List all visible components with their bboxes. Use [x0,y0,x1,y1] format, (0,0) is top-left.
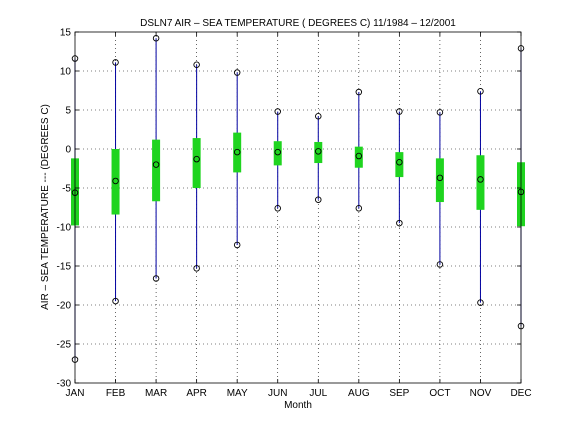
iqr-box [314,141,323,164]
min-marker [193,265,200,272]
max-marker [477,88,484,95]
y-tick-label: -10 [57,223,72,234]
y-tick-label: -30 [57,379,72,390]
x-tick-label: MAY [227,388,248,399]
min-marker [315,196,322,203]
y-tick-label: 15 [60,28,72,39]
x-tick-label: JUN [268,388,287,399]
iqr-box [435,158,444,203]
median-marker [355,152,363,160]
median-marker [477,176,484,183]
x-tick-label: OCT [429,388,450,399]
min-marker [152,275,160,282]
y-tick-label: 0 [65,145,71,156]
y-tick-label: -5 [62,184,71,195]
median-marker [152,161,160,168]
x-tick-label: DEC [510,388,531,399]
median-marker [274,148,281,156]
chart-title: DSLN7 AIR – SEA TEMPERATURE ( DEGREES C)… [140,18,456,29]
x-tick-label: SEP [389,388,409,399]
iqr-box [233,132,242,173]
x-tick-label: JUL [309,388,327,399]
max-marker [355,88,363,96]
iqr-box [111,149,120,215]
max-marker [436,109,444,116]
median-marker [112,177,119,185]
y-tick-label: 5 [65,106,71,117]
iqr-box [354,146,363,168]
y-tick-label: -15 [57,262,72,273]
x-axis-label: Month [284,400,312,411]
min-marker [396,219,403,227]
y-axis-label: AIR – SEA TEMPERATURE --- (DEGREES C) [40,104,51,310]
min-marker [355,205,363,212]
plot-frame [74,31,522,384]
x-tick-label: FEB [106,388,126,399]
median-marker [193,155,200,163]
x-tick-label: APR [186,388,207,399]
max-marker [396,108,403,115]
y-tick-label: -20 [57,301,72,312]
x-tick-label: MAR [145,388,167,399]
max-marker [233,69,241,76]
iqr-box [273,141,282,166]
min-marker [436,261,444,268]
iqr-box [152,139,161,202]
median-marker [436,174,444,182]
iqr-box [192,138,201,188]
min-marker [477,299,484,306]
x-tick-label: NOV [470,388,492,399]
x-tick-label: AUG [348,388,370,399]
median-marker [396,159,403,166]
x-tick-label: JAN [66,388,85,399]
min-marker [233,241,241,249]
y-tick-label: -25 [57,340,72,351]
max-marker [112,59,119,66]
median-marker [233,148,241,156]
y-tick-label: 10 [60,67,72,78]
max-marker [315,112,322,120]
min-marker [274,205,281,212]
iqr-box [395,152,404,178]
median-marker [315,148,322,155]
max-marker [193,61,200,69]
max-marker [274,108,281,115]
grid [75,32,521,383]
min-marker [112,297,119,305]
